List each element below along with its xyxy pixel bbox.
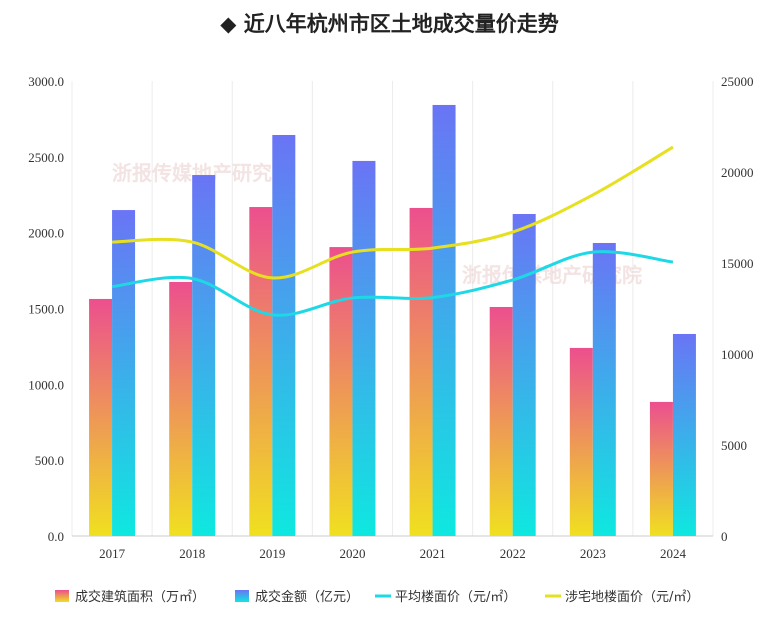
bar-area: [489, 306, 513, 536]
left-tick-label: 3000.0: [28, 74, 64, 89]
left-tick-label: 0.0: [48, 529, 64, 544]
right-tick-label: 25000: [721, 74, 754, 89]
x-tick-label: 2017: [99, 546, 126, 561]
x-tick-label: 2019: [259, 546, 285, 561]
bar-area: [169, 281, 193, 536]
legend-swatch: [55, 590, 69, 602]
left-tick-label: 2000.0: [28, 226, 64, 241]
legend-swatch: [375, 594, 391, 598]
bar-area: [329, 247, 353, 536]
left-tick-label: 1000.0: [28, 377, 64, 392]
legend-label: 成交金额（亿元）: [255, 589, 359, 605]
bar-amount: [432, 104, 456, 537]
right-tick-label: 0: [721, 529, 728, 544]
right-tick-label: 20000: [721, 165, 754, 180]
right-tick-label: 10000: [721, 347, 754, 362]
legend-label: 涉宅地楼面价（元/㎡）: [565, 590, 699, 605]
bar-area: [649, 401, 673, 536]
legend-swatch: [235, 590, 249, 602]
bar-amount: [592, 242, 616, 537]
left-tick-label: 500.0: [35, 453, 64, 468]
bar-area: [89, 298, 113, 536]
bar-amount: [512, 214, 536, 537]
left-tick-label: 2500.0: [28, 150, 64, 165]
legend-swatch: [545, 594, 561, 598]
bar-area: [569, 347, 593, 536]
bar-area: [249, 207, 273, 536]
x-tick-label: 2021: [420, 546, 446, 561]
bar-amount: [192, 175, 216, 537]
right-tick-label: 15000: [721, 256, 754, 271]
bar-amount: [112, 210, 136, 536]
bar-area: [409, 207, 433, 536]
x-tick-label: 2022: [500, 546, 526, 561]
x-tick-label: 2018: [179, 546, 205, 561]
bar-amount: [272, 134, 296, 536]
legend-label: 成交建筑面积（万㎡）: [75, 589, 205, 605]
left-tick-label: 1500.0: [28, 302, 64, 317]
chart-title: ◆ 近八年杭州市区土地成交量价走势: [220, 12, 559, 36]
x-tick-label: 2020: [339, 546, 365, 561]
x-tick-label: 2023: [580, 546, 606, 561]
legend-label: 平均楼面价（元/㎡）: [395, 590, 516, 605]
line-avg-price: [111, 250, 674, 317]
right-tick-label: 5000: [721, 438, 747, 453]
bar-amount: [352, 160, 376, 536]
x-tick-label: 2024: [660, 546, 687, 561]
bar-amount: [672, 333, 696, 536]
line-residential-price: [112, 145, 674, 280]
